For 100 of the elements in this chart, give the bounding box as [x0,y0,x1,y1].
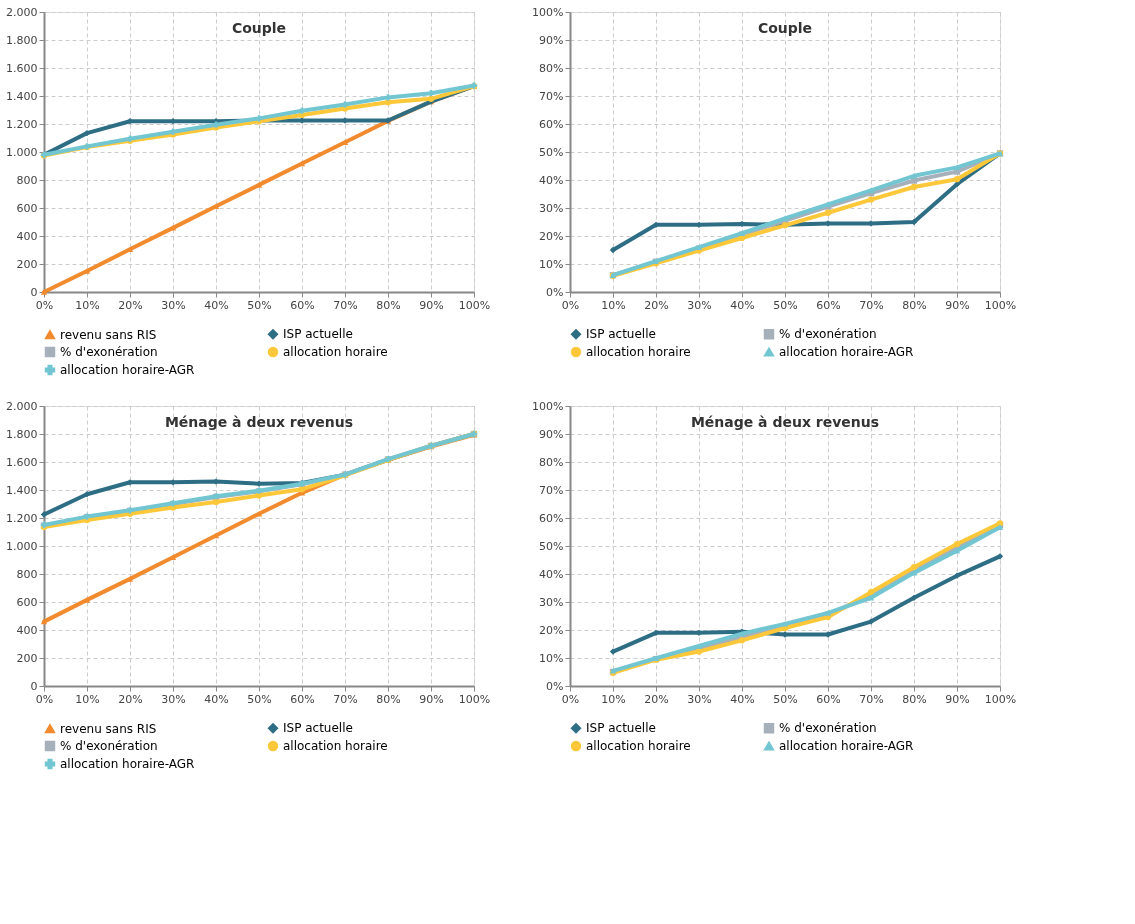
y-tick-label: 1.200 [6,511,38,525]
x-tick-label: 40% [204,692,229,706]
y-tick-label: 70% [539,483,564,497]
y-tick-label: 2.000 [6,399,38,413]
legend-label: allocation horaire-AGR [779,739,914,753]
legend-label: % d'exonération [60,345,158,359]
y-tick-label: 1.000 [6,539,38,553]
x-tick-label: 100% [458,298,491,312]
x-tick-label: 60% [816,298,841,312]
x-tick-label: 20% [118,298,143,312]
y-tick-label: 800 [16,173,38,187]
y-tick-label: 0 [30,285,38,299]
y-tick-label: 0 [30,679,38,693]
y-tick-label: 1.000 [6,145,38,159]
x-tick-label: 10% [75,298,100,312]
legend-label: revenu sans RIS [60,327,157,342]
legend-label: revenu sans RIS [60,721,157,736]
x-tick-label: 50% [773,692,798,706]
y-tick-label: 0% [546,679,564,693]
x-tick-label: 10% [75,692,100,706]
y-tick-label: 20% [539,623,564,637]
y-tick-label: 600 [16,595,38,609]
x-tick-label: 90% [419,298,444,312]
legend-label: allocation horaire [586,345,691,359]
y-tick-label: 1.400 [6,483,38,497]
y-tick-label: 800 [16,567,38,581]
x-tick-label: 80% [902,692,927,706]
legend-label: ISP actuelle [283,721,353,736]
text: Ménage à deux revenus [164,414,354,430]
x-tick-label: 50% [247,298,272,312]
y-tick-label: 100% [532,399,564,413]
x-tick-label: 90% [945,692,970,706]
x-tick-label: 50% [773,298,798,312]
legend-label: % d'exonération [779,721,877,736]
x-tick-label: 100% [458,692,491,706]
x-tick-label: 80% [902,298,927,312]
y-tick-label: 0% [546,285,564,299]
x-tick-label: 40% [730,692,755,706]
y-tick-label: 80% [539,61,564,75]
y-tick-label: 10% [539,257,564,271]
x-tick-label: 90% [945,298,970,312]
legend-label: ISP actuelle [283,327,353,342]
x-tick-label: 40% [730,298,755,312]
y-tick-label: 1.200 [6,117,38,131]
legend-label: ISP actuelle [586,327,656,342]
y-tick-label: 2.000 [6,5,38,19]
x-tick-label: 10% [601,298,626,312]
x-tick-label: 70% [859,298,884,312]
y-tick-label: 1.800 [6,427,38,441]
y-tick-label: 1.600 [6,455,38,469]
x-tick-label: 90% [419,692,444,706]
x-tick-label: 20% [644,298,669,312]
y-tick-label: 90% [539,33,564,47]
y-tick-label: 40% [539,173,564,187]
y-tick-label: 50% [539,145,564,159]
y-tick-label: 50% [539,539,564,553]
y-tick-label: 100% [532,5,564,19]
x-tick-label: 50% [247,692,272,706]
y-tick-label: 30% [539,595,564,609]
legend-label: allocation horaire [283,739,388,753]
x-tick-label: 60% [290,298,315,312]
y-tick-label: 400 [16,229,38,243]
x-tick-label: 80% [376,692,401,706]
x-tick-label: 60% [816,692,841,706]
y-tick-label: 200 [16,651,38,665]
legend-label: allocation horaire-AGR [60,363,195,377]
y-tick-label: 80% [539,455,564,469]
x-tick-label: 20% [118,692,143,706]
legend-label: % d'exonération [779,327,877,342]
x-tick-label: 30% [161,298,186,312]
y-tick-label: 600 [16,201,38,215]
y-tick-label: 10% [539,651,564,665]
y-tick-label: 60% [539,117,564,131]
x-tick-label: 60% [290,692,315,706]
x-tick-label: 30% [687,692,712,706]
legend-label: ISP actuelle [586,721,656,736]
x-tick-label: 40% [204,298,229,312]
x-tick-label: 30% [161,692,186,706]
text: Couple [757,20,813,36]
y-tick-label: 90% [539,427,564,441]
y-tick-label: 70% [539,89,564,103]
y-tick-label: 40% [539,567,564,581]
x-tick-label: 100% [984,692,1017,706]
x-tick-label: 0% [561,692,580,706]
y-tick-label: 30% [539,201,564,215]
x-tick-label: 100% [984,298,1017,312]
x-tick-label: 70% [333,298,358,312]
text: Couple [231,20,287,36]
y-tick-label: 200 [16,257,38,271]
x-tick-label: 80% [376,298,401,312]
y-tick-label: 1.400 [6,89,38,103]
x-tick-label: 30% [687,298,712,312]
x-tick-label: 10% [601,692,626,706]
x-tick-label: 20% [644,692,669,706]
y-tick-label: 1.800 [6,33,38,47]
y-tick-label: 20% [539,229,564,243]
x-tick-label: 70% [333,692,358,706]
y-tick-label: 1.600 [6,61,38,75]
legend-label: allocation horaire [283,345,388,359]
x-tick-label: 0% [561,298,580,312]
